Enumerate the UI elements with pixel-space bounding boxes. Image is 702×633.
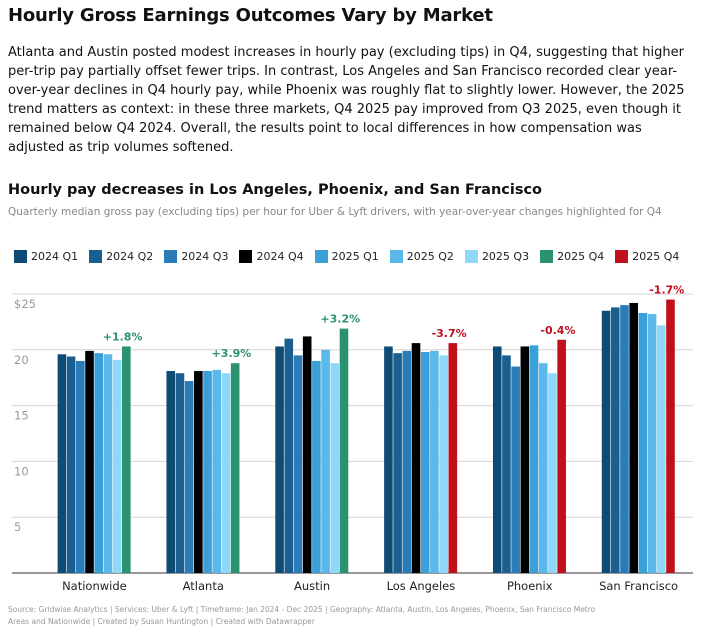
x-tick-label: Nationwide bbox=[62, 579, 127, 593]
legend-label: 2025 Q3 bbox=[481, 250, 530, 263]
legend-swatch bbox=[164, 250, 178, 263]
data-label: +1.8% bbox=[103, 330, 143, 343]
legend-swatch bbox=[615, 250, 629, 263]
bar bbox=[57, 354, 67, 573]
bar bbox=[620, 305, 629, 573]
data-label: +3.2% bbox=[320, 313, 360, 326]
legend-swatch bbox=[389, 250, 403, 263]
chart-subtitle: Quarterly median gross pay (excluding ti… bbox=[8, 206, 662, 218]
bar bbox=[420, 352, 430, 573]
bar bbox=[166, 371, 176, 573]
bar bbox=[175, 373, 185, 573]
bar bbox=[76, 360, 85, 573]
legend-item: 2024 Q3 bbox=[164, 250, 228, 263]
bar bbox=[529, 345, 539, 573]
y-tick-label: $25 bbox=[14, 297, 36, 311]
bar bbox=[302, 336, 312, 573]
bar bbox=[212, 369, 222, 573]
bar bbox=[610, 307, 620, 573]
legend-swatch bbox=[239, 250, 253, 263]
bar bbox=[339, 328, 349, 573]
bar bbox=[393, 353, 402, 573]
bar bbox=[384, 346, 393, 573]
legend-item: 2025 Q1 bbox=[314, 250, 379, 263]
bar bbox=[94, 353, 104, 573]
bar bbox=[666, 299, 675, 573]
data-label: -3.7% bbox=[432, 327, 467, 340]
y-tick-label: 10 bbox=[14, 464, 29, 478]
y-tick-label: 5 bbox=[14, 520, 21, 534]
legend-swatch bbox=[540, 250, 554, 263]
bar bbox=[448, 343, 458, 573]
bar bbox=[184, 381, 194, 573]
x-tick-label: Phoenix bbox=[507, 579, 553, 593]
legend-item: 2025 Q4 bbox=[615, 250, 679, 263]
bar bbox=[430, 350, 439, 573]
legend-label: 2024 Q2 bbox=[106, 250, 154, 263]
chart-legend: 2024 Q1 2024 Q2 2024 Q3 2024 Q4 2025 Q1 … bbox=[14, 250, 679, 263]
bar bbox=[511, 366, 520, 573]
bar bbox=[402, 350, 412, 573]
bar bbox=[275, 346, 284, 573]
y-tick-label: 15 bbox=[14, 409, 29, 423]
legend-item: 2024 Q2 bbox=[89, 250, 153, 263]
bar bbox=[492, 346, 502, 573]
legend-swatch bbox=[14, 250, 27, 263]
bar bbox=[66, 356, 76, 573]
bar bbox=[439, 355, 448, 573]
x-tick-label: Atlanta bbox=[183, 579, 224, 593]
bar bbox=[293, 355, 303, 573]
legend-item: 2025 Q2 bbox=[389, 250, 454, 263]
bar bbox=[557, 339, 566, 573]
bar bbox=[103, 354, 113, 573]
legend-label: 2025 Q4 bbox=[632, 250, 680, 263]
bar bbox=[629, 302, 638, 573]
bar bbox=[411, 343, 421, 573]
legend-swatch bbox=[314, 250, 328, 263]
bar bbox=[221, 373, 231, 573]
legend-label: 2024 Q1 bbox=[31, 250, 79, 263]
bar bbox=[601, 310, 611, 573]
legend-label: 2024 Q3 bbox=[181, 250, 229, 263]
x-tick-label: Los Angeles bbox=[387, 579, 456, 593]
data-label: +3.9% bbox=[212, 347, 252, 360]
chart-title: Hourly pay decreases in Los Angeles, Pho… bbox=[8, 182, 543, 198]
bar bbox=[312, 360, 321, 573]
y-tick-label: 20 bbox=[14, 353, 29, 367]
x-tick-label: San Francisco bbox=[599, 579, 678, 593]
legend-item: 2024 Q4 bbox=[239, 250, 304, 263]
bar bbox=[321, 349, 330, 573]
data-label: -1.7% bbox=[649, 284, 684, 297]
bar-chart: $25 20 15 10 5 +1.8% Nationwide +3.9% Atlanta +3.… bbox=[12, 284, 693, 593]
source-note: Source: Gridwise Analytics | Services: U… bbox=[8, 605, 596, 626]
bar bbox=[112, 359, 122, 573]
bar bbox=[538, 363, 548, 573]
bar bbox=[548, 373, 557, 573]
x-tick-label: Austin bbox=[294, 579, 330, 593]
legend-label: 2024 Q4 bbox=[256, 250, 304, 263]
bar bbox=[656, 325, 666, 573]
intro-paragraph: Atlanta and Austin posted modest increas… bbox=[8, 45, 685, 155]
legend-label: 2025 Q1 bbox=[331, 250, 379, 263]
page-title: Hourly Gross Earnings Outcomes Vary by M… bbox=[8, 5, 493, 26]
bar bbox=[230, 363, 240, 573]
bar bbox=[203, 371, 212, 573]
bar bbox=[330, 363, 340, 573]
bar bbox=[638, 312, 648, 573]
bar bbox=[122, 346, 131, 573]
bar bbox=[502, 355, 511, 573]
legend-item: 2024 Q1 bbox=[14, 250, 78, 263]
legend-swatch bbox=[89, 250, 103, 263]
legend-label: 2025 Q2 bbox=[406, 250, 454, 263]
data-label: -0.4% bbox=[540, 324, 575, 337]
bar bbox=[85, 350, 94, 573]
legend-label: 2025 Q4 bbox=[557, 250, 605, 263]
bar bbox=[647, 314, 657, 573]
legend-swatch bbox=[464, 250, 478, 263]
legend-item: 2025 Q3 bbox=[464, 250, 530, 263]
bar bbox=[284, 338, 294, 573]
bar bbox=[194, 371, 203, 573]
legend-item: 2025 Q4 bbox=[540, 250, 604, 263]
bar bbox=[520, 346, 530, 573]
